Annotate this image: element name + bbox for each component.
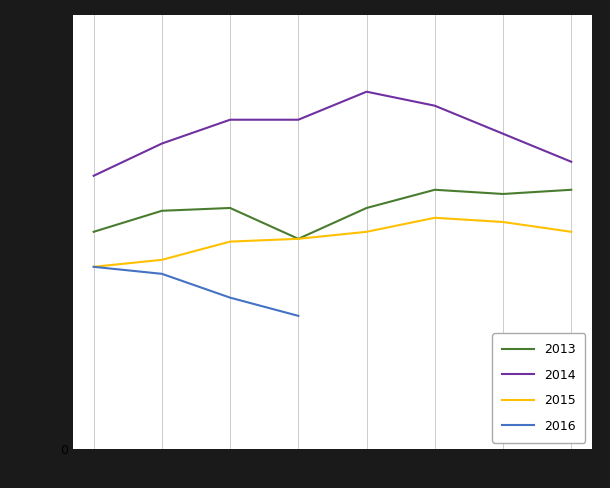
2014 [500,131,507,137]
Line: 2014: 2014 [94,92,571,176]
Line: 2016: 2016 [94,267,298,316]
2014 [295,117,302,122]
2016 [295,313,302,319]
2014 [158,141,165,146]
2015 [431,215,439,221]
2013 [90,229,98,235]
2016 [90,264,98,270]
2013 [158,208,165,214]
2015 [295,236,302,242]
2013 [431,187,439,193]
2014 [431,103,439,109]
2014 [226,117,234,122]
2015 [90,264,98,270]
2013 [500,191,507,197]
2013 [363,205,370,211]
2015 [500,219,507,225]
2014 [567,159,575,164]
2016 [226,295,234,301]
2016 [158,271,165,277]
Line: 2013: 2013 [94,190,571,239]
Legend: 2013, 2014, 2015, 2016: 2013, 2014, 2015, 2016 [492,333,586,443]
2015 [226,239,234,244]
2015 [363,229,370,235]
2014 [363,89,370,95]
2015 [567,229,575,235]
2013 [567,187,575,193]
2013 [295,236,302,242]
2013 [226,205,234,211]
2015 [158,257,165,263]
Line: 2015: 2015 [94,218,571,267]
2014 [90,173,98,179]
